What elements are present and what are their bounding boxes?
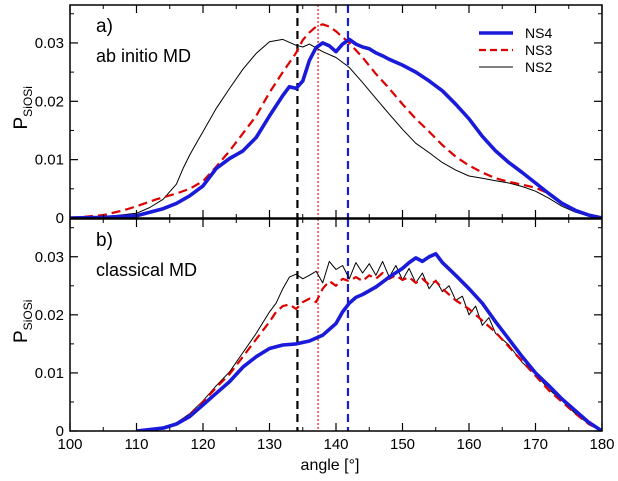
y-axis-label-main: P xyxy=(11,117,32,130)
y-axis-label-sub: SiOSi xyxy=(21,300,35,331)
y-axis-label-sub: SiOSi xyxy=(21,86,35,117)
series-line-ns2 xyxy=(136,260,602,431)
y-axis-label-main: P xyxy=(11,330,32,343)
x-tick-label: 180 xyxy=(589,436,614,453)
y-tick-label: 0.01 xyxy=(35,365,64,382)
x-tick-label: 150 xyxy=(390,436,415,453)
x-tick-label: 120 xyxy=(190,436,215,453)
series-line-ns2 xyxy=(70,38,602,218)
y-tick-label: 0.03 xyxy=(35,35,64,52)
y-tick-label: 0 xyxy=(56,210,64,227)
x-tick-label: 100 xyxy=(57,436,82,453)
x-tick-label: 160 xyxy=(456,436,481,453)
panel-label: b) xyxy=(96,230,113,251)
y-tick-label: 0.02 xyxy=(35,307,64,324)
y-tick-label: 0.02 xyxy=(35,93,64,110)
x-tick-label: 110 xyxy=(125,436,149,453)
panel-a: 0 0.01 0.02 0.03 PSiOSi a) ab initio MD NS4NS3N… xyxy=(11,4,603,227)
panel-label: a) xyxy=(96,16,113,37)
y-axis-label: PSiOSi xyxy=(11,300,35,343)
legend-label-ns4: NS4 xyxy=(525,25,552,41)
legend-label-ns3: NS3 xyxy=(525,42,552,58)
panel-annotation: classical MD xyxy=(96,260,197,280)
series-line-ns3 xyxy=(136,271,602,431)
series-line-ns4 xyxy=(70,37,602,218)
x-axis-label: angle [°] xyxy=(301,457,360,474)
panel-b: 0 0.01 0.02 0.03 PSiOSi b) classical MD 100 110 1… xyxy=(11,218,615,474)
y-axis-label: PSiOSi xyxy=(11,86,35,129)
x-tick-label: 140 xyxy=(323,436,348,453)
series-line-ns3 xyxy=(70,23,602,218)
x-tick-label: 130 xyxy=(257,436,282,453)
y-tick-label: 0.01 xyxy=(35,152,64,169)
y-tick-label: 0 xyxy=(56,423,64,440)
panel-annotation: ab initio MD xyxy=(96,46,191,66)
legend-label-ns2: NS2 xyxy=(525,59,552,75)
y-tick-label: 0.03 xyxy=(35,249,64,266)
series-line-ns4 xyxy=(136,252,602,431)
x-tick-label: 170 xyxy=(523,436,548,453)
